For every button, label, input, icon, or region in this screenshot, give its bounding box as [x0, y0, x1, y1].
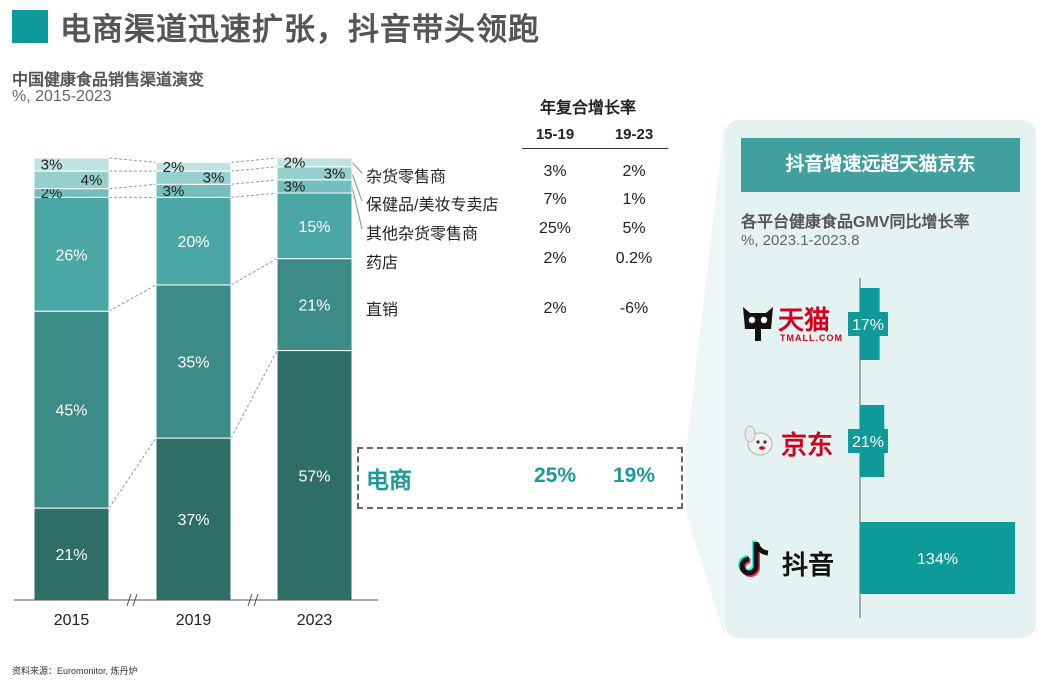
bar-segment-2019-1	[155, 284, 232, 439]
bar-label-2019-5: 2%	[163, 159, 185, 176]
connector-line	[108, 284, 157, 312]
row-specialty-v1: 7%	[543, 191, 567, 208]
row-label-other-grocery: 其他杂货零售商	[366, 226, 479, 243]
row-label-direct: 直销	[366, 302, 399, 319]
source-note: 资料来源：Euromonitor, 炼丹炉	[12, 666, 138, 676]
axis-break-mark	[247, 593, 253, 607]
bar-label-2019-2: 20%	[177, 234, 209, 251]
platform-chart-title: 各平台健康食品GMV同比增长率	[741, 214, 970, 231]
bar-segment-2019-0	[155, 437, 232, 601]
row-direct-v1: 2%	[543, 300, 567, 317]
cagr-col-15-19: 15-19	[535, 126, 575, 143]
row-other-grocery-v2: 5%	[622, 220, 646, 237]
platform-bar-label-京东: 21%	[852, 434, 884, 451]
ecommerce-label: 电商	[366, 467, 412, 493]
title-accent-block	[12, 10, 48, 43]
bar-label-2019-0: 37%	[177, 512, 209, 529]
stacked-chart-unit: %, 2015-2023	[12, 88, 112, 105]
bar-label-2015-5: 3%	[41, 157, 63, 174]
cagr-header: 年复合增长率	[540, 100, 637, 117]
bar-segment-2023-1	[276, 258, 353, 352]
callout-line	[351, 186, 363, 230]
bar-label-2023-1: 21%	[298, 298, 330, 315]
row-grocery-v1: 3%	[543, 163, 567, 180]
bar-label-2023-5: 2%	[284, 154, 306, 171]
tmall-logo-sub: TMALL.COM	[780, 333, 843, 343]
bar-label-2023-0: 57%	[298, 468, 330, 485]
platform-bar-抖音	[860, 522, 1015, 594]
x-tick-label-2019: 2019	[176, 612, 212, 629]
bar-segment-2019-5	[155, 161, 232, 172]
jd-logo-text: 京东	[781, 430, 834, 460]
douyin-logo-text: 抖音	[782, 550, 835, 580]
connector-line	[230, 258, 278, 286]
jd-dog-icon	[738, 422, 780, 458]
row-grocery-v2: 2%	[622, 163, 646, 180]
bar-label-2015-1: 45%	[55, 403, 87, 420]
bar-label-2015-3: 2%	[41, 185, 63, 202]
bar-label-2019-4: 3%	[203, 170, 225, 187]
tmall-cat-icon	[741, 303, 775, 343]
bar-segment-2023-2	[276, 192, 353, 260]
stacked-bar-chart: 21% 45% 26% 2% 4% 3% 37% 35% 20% 3% 3% 2% 57% 21% 15% 3…	[14, 154, 378, 629]
stacked-chart-title: 中国健康食品销售渠道演变	[12, 72, 205, 89]
panel-header: 抖音增速远超天猫京东	[741, 138, 1020, 192]
connector-line	[230, 350, 278, 439]
bar-label-2023-2: 15%	[298, 219, 330, 236]
row-pharmacy-v1: 2%	[543, 250, 567, 267]
bar-segment-2023-5	[276, 157, 353, 168]
bar-label-2015-2: 26%	[55, 247, 87, 264]
douyin-note-icon	[736, 538, 776, 582]
cagr-col-19-23: 19-23	[614, 126, 654, 143]
row-label-grocery: 杂货零售商	[366, 169, 447, 186]
row-specialty-v2: 1%	[622, 191, 646, 208]
connector-line	[230, 179, 278, 185]
ecommerce-v1: 25%	[533, 464, 577, 487]
zoom-connector	[686, 120, 725, 638]
row-pharmacy-v2: 0.2%	[615, 250, 653, 267]
row-label-pharmacy: 药店	[366, 255, 399, 272]
platform-bars: 17% 21% 134%	[848, 288, 1015, 594]
bar-segment-2015-2	[33, 196, 110, 312]
callout-line	[351, 162, 363, 174]
cagr-header-underline	[522, 148, 668, 149]
platform-bar-label-抖音: 134%	[917, 551, 958, 568]
connector-top	[230, 157, 278, 163]
platform-label-box-天猫	[848, 312, 888, 336]
bar-segment-2019-2	[155, 196, 232, 286]
platform-label-box-京东	[848, 429, 888, 453]
connector-line	[230, 166, 278, 172]
tmall-logo-text: 天猫	[778, 305, 831, 335]
bar-label-2015-0: 21%	[55, 547, 87, 564]
row-label-specialty: 保健品/美妆专卖店	[366, 197, 499, 214]
bar-label-2019-3: 3%	[163, 183, 185, 200]
connector-top	[108, 157, 157, 163]
bar-label-2023-3: 3%	[284, 178, 306, 195]
ecommerce-highlight-box	[357, 447, 683, 509]
row-direct-v2: -6%	[619, 300, 649, 317]
stack-bars: 21% 45% 26% 2% 4% 3% 37% 35% 20% 3% 3% 2% 57% 21% 15% 3…	[33, 154, 353, 601]
bar-label-2023-4: 3%	[324, 165, 346, 182]
axis-break-mark	[253, 593, 259, 607]
bar-segment-2015-1	[33, 310, 110, 509]
axis-break-mark	[126, 593, 132, 607]
row-other-grocery-v1: 25%	[538, 220, 572, 237]
bar-label-2015-4: 4%	[81, 172, 103, 189]
platform-chart-unit: %, 2023.1-2023.8	[741, 232, 860, 249]
page-title: 电商渠道迅速扩张，抖音带头领跑	[60, 12, 540, 47]
callout-line	[351, 173, 363, 202]
connector-line	[108, 437, 157, 509]
bar-label-2019-1: 35%	[177, 354, 209, 371]
connector-line	[230, 192, 278, 198]
x-axis: 2015 2019 2023	[14, 593, 378, 629]
platform-bar-label-天猫: 17%	[852, 317, 884, 334]
connector-line	[108, 183, 157, 190]
bar-segment-2015-5	[33, 157, 110, 172]
ecommerce-v2: 19%	[612, 464, 656, 487]
x-tick-label-2023: 2023	[297, 612, 333, 629]
x-tick-label-2015: 2015	[54, 612, 90, 629]
axis-break-mark	[132, 593, 138, 607]
